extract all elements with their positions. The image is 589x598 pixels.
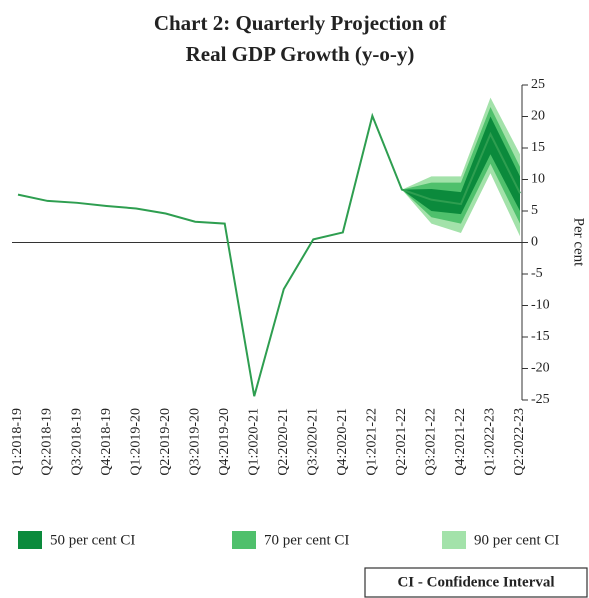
note-box: [364, 567, 588, 598]
y-tick-label: -5: [531, 266, 543, 281]
x-tick-label: Q1:2019-20: [128, 408, 143, 476]
x-tick-label: Q1:2021-22: [365, 408, 380, 476]
x-tick-label: Q1:2020-21: [246, 408, 261, 476]
x-tick-label: Q3:2018-19: [69, 408, 84, 476]
x-tick-label: Q2:2019-20: [158, 408, 173, 476]
x-tick-label: Q1:2022-23: [483, 408, 498, 476]
x-tick-label: Q3:2021-22: [424, 408, 439, 476]
x-tick-label: Q2:2021-22: [394, 408, 409, 476]
legend-label: 50 per cent CI: [50, 532, 135, 548]
y-tick-label: 5: [531, 203, 538, 218]
legend-swatch: [232, 531, 256, 549]
y-tick-label: 20: [531, 109, 545, 124]
y-tick-label: -15: [531, 329, 550, 344]
x-tick-label: Q2:2022-23: [512, 408, 527, 476]
x-tick-label: Q4:2021-22: [453, 408, 468, 476]
x-tick-label: Q3:2020-21: [306, 408, 321, 476]
note: CI - Confidence Interval: [397, 574, 554, 590]
chart-title: Chart 2: Quarterly Projection of: [154, 11, 447, 35]
legend-swatch: [18, 531, 42, 549]
x-tick-label: Q4:2020-21: [335, 408, 350, 476]
y-tick-label: 15: [531, 140, 545, 155]
legend-label: 90 per cent CI: [474, 532, 559, 548]
y-axis-label: Per cent: [571, 218, 587, 268]
x-tick-label: Q1:2018-19: [10, 408, 25, 476]
x-tick-label: Q3:2019-20: [187, 408, 202, 476]
y-tick-label: -10: [531, 298, 550, 313]
y-tick-label: 25: [531, 77, 545, 92]
fan-band: [401, 116, 520, 215]
y-tick-label: -25: [531, 392, 550, 407]
x-tick-label: Q2:2020-21: [276, 408, 291, 476]
legend-label: 70 per cent CI: [264, 532, 349, 548]
legend-swatch: [442, 531, 466, 549]
x-tick-label: Q4:2019-20: [217, 408, 232, 476]
y-tick-label: -20: [531, 361, 550, 376]
x-tick-label: Q2:2018-19: [40, 408, 55, 476]
line: [17, 112, 521, 397]
chart-subtitle: Real GDP Growth (y-o-y): [186, 42, 415, 66]
y-tick-label: 0: [531, 235, 538, 250]
x-tick-label: Q4:2018-19: [99, 408, 114, 476]
y-tick-label: 10: [531, 172, 545, 187]
